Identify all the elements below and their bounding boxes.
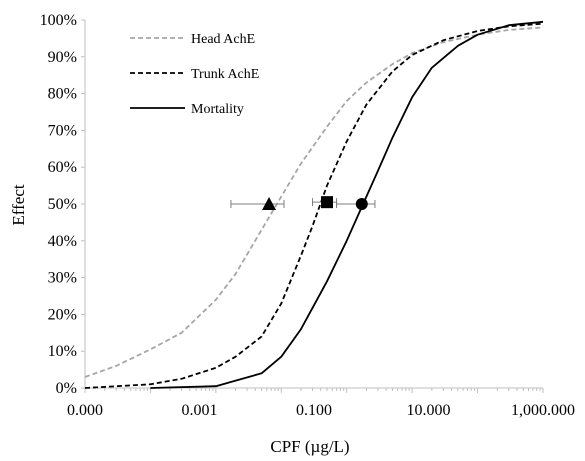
legend-label: Head AchE <box>191 32 255 47</box>
y-tick-label: 10% <box>48 343 77 360</box>
y-tick-label: 30% <box>48 270 77 287</box>
legend-label: Trunk AchE <box>191 67 259 82</box>
square-marker <box>321 196 334 209</box>
x-tick-label: 0.001 <box>182 402 218 419</box>
y-tick-label: 60% <box>48 159 77 176</box>
series-line-trunk-ache <box>84 22 544 389</box>
ec50-markers <box>230 196 376 210</box>
y-tick-label: 40% <box>48 233 77 250</box>
y-tick-label: 80% <box>48 86 77 103</box>
x-axis: 0.000 0.001 0.100 10.000 1,000.000 <box>67 387 575 419</box>
y-tick-label: 50% <box>48 196 77 213</box>
series-line-head-ache <box>84 26 544 378</box>
legend: Head AchE Trunk AchE Mortality <box>130 32 259 117</box>
y-axis-title: Effect <box>9 184 28 225</box>
y-axis: 0% 10% 20% 30% 40% 50% 60% 70% 80% 90% 100% <box>40 12 86 397</box>
legend-label: Mortality <box>191 102 244 117</box>
series-line-mortality <box>150 20 544 389</box>
series-lines <box>84 20 544 389</box>
y-tick-label: 0% <box>56 380 77 397</box>
x-tick-label: 0.000 <box>67 402 103 419</box>
y-tick-label: 20% <box>48 306 77 323</box>
x-tick-label: 0.100 <box>296 402 332 419</box>
x-tick-label: 1,000.000 <box>511 402 575 419</box>
x-tick-label: 10.000 <box>407 402 451 419</box>
circle-marker <box>355 198 368 210</box>
y-tick-label: 90% <box>48 49 77 66</box>
y-tick-label: 100% <box>40 12 77 29</box>
y-tick-label: 70% <box>48 122 77 139</box>
triangle-marker <box>262 197 277 210</box>
x-axis-title: CPF (µg/L) <box>270 437 349 456</box>
